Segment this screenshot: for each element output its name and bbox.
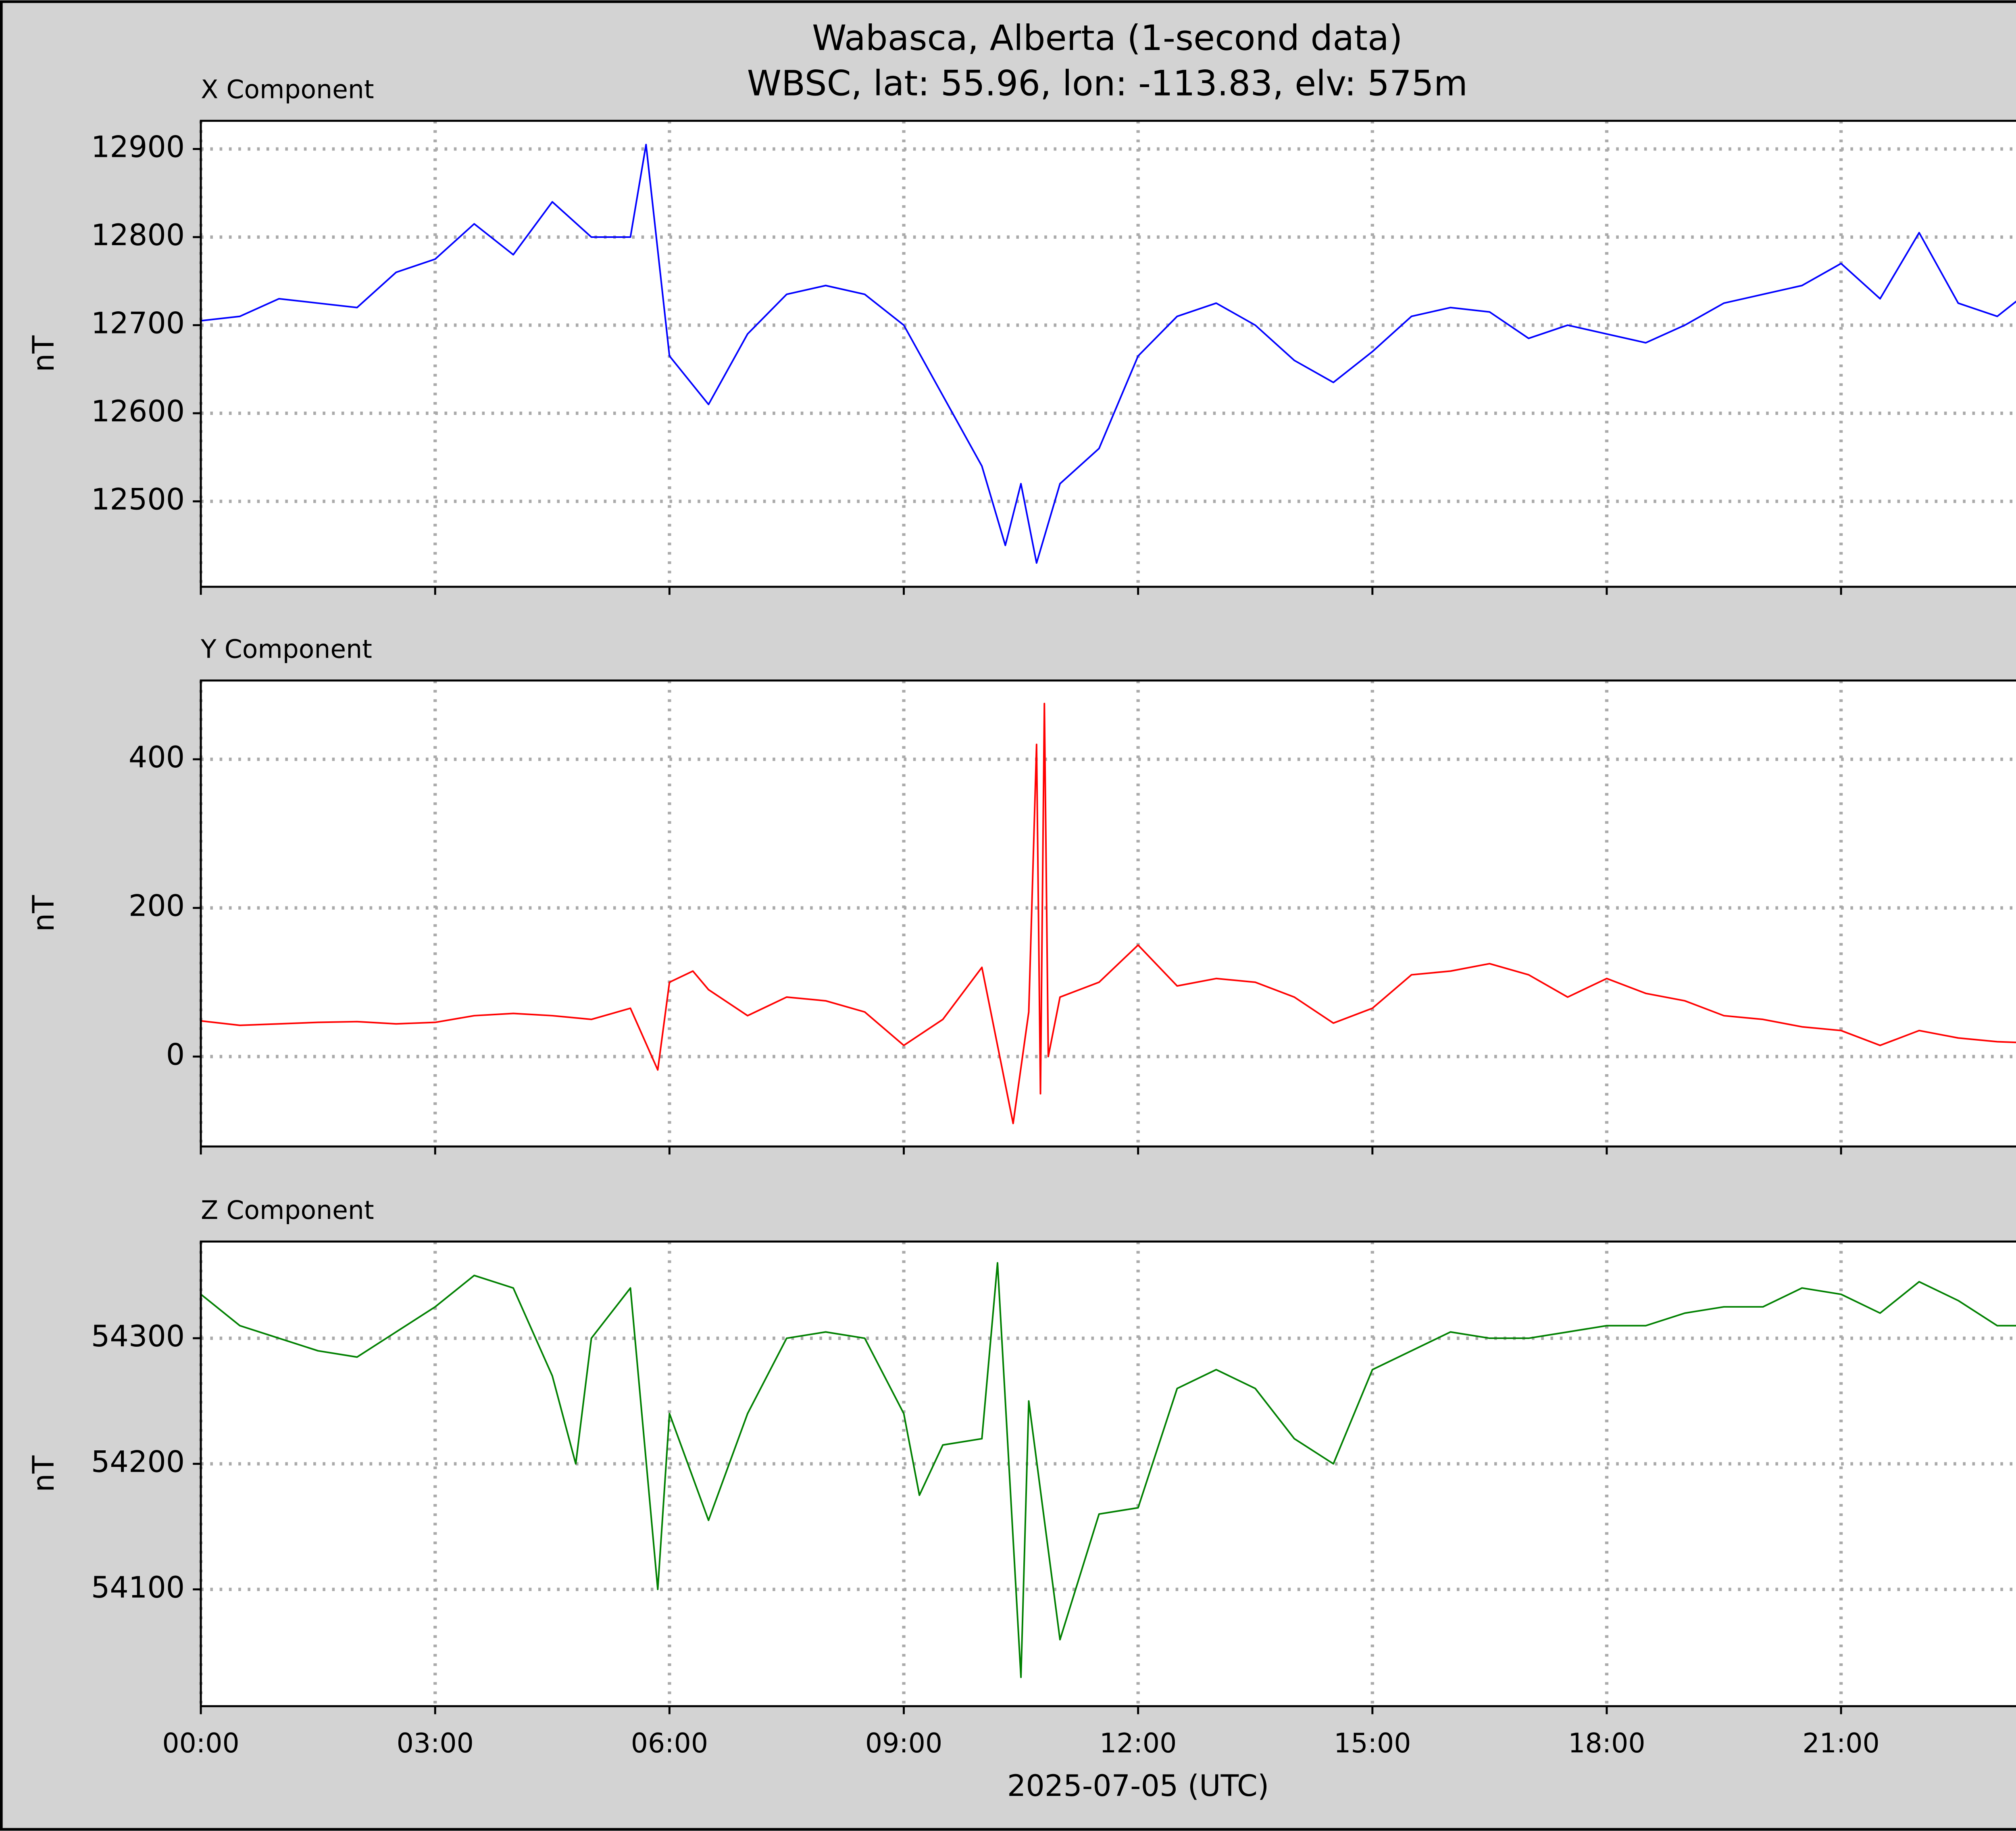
- plot-frame: [200, 1240, 2016, 1707]
- x-tick-label: 15:00: [1334, 1727, 1411, 1759]
- data-line: [200, 702, 2016, 1125]
- x-tick-label: 00:00: [162, 1727, 239, 1759]
- y-tick-label: 54100: [91, 1571, 185, 1605]
- y-tick-label: 12500: [91, 482, 185, 517]
- x-axis-label: 2025-07-05 (UTC): [1007, 1769, 1269, 1803]
- plot-frame: [200, 120, 2016, 588]
- x-tick-label: 18:00: [1568, 1727, 1645, 1759]
- panel-title: Z Component: [201, 1195, 374, 1225]
- y-tick-label: 400: [129, 740, 185, 775]
- data-line: [200, 1262, 2016, 1678]
- y-axis-label: nT: [27, 335, 61, 372]
- y-tick-label: 12800: [91, 218, 185, 252]
- y-tick-label: 200: [129, 889, 185, 923]
- x-tick-label: 09:00: [865, 1727, 942, 1759]
- y-tick-label: 54300: [91, 1319, 185, 1354]
- y-axis-label: nT: [27, 895, 61, 932]
- y-tick-label: 12700: [91, 306, 185, 340]
- panel-title: X Component: [201, 75, 374, 104]
- plot-frame: [200, 679, 2016, 1148]
- figure-title: Wabasca, Alberta (1-second data): [812, 18, 1403, 58]
- y-tick-label: 0: [166, 1037, 185, 1072]
- data-line: [200, 144, 2016, 564]
- y-tick-label: 54200: [91, 1445, 185, 1479]
- panel-title: Y Component: [200, 634, 372, 664]
- x-tick-label: 21:00: [1802, 1727, 1879, 1759]
- x-tick-label: 03:00: [397, 1727, 474, 1759]
- y-axis-label: nT: [27, 1455, 61, 1492]
- y-tick-label: 12600: [91, 394, 185, 429]
- plot-area: [201, 680, 2016, 1147]
- x-tick-label: 06:00: [631, 1727, 708, 1759]
- figure-subtitle: WBSC, lat: 55.96, lon: -113.83, elv: 575…: [747, 64, 1468, 104]
- y-tick-label: 12900: [91, 130, 185, 165]
- plot-area: [201, 121, 2016, 587]
- plot-area: [201, 1241, 2016, 1706]
- x-tick-label: 12:00: [1100, 1727, 1177, 1759]
